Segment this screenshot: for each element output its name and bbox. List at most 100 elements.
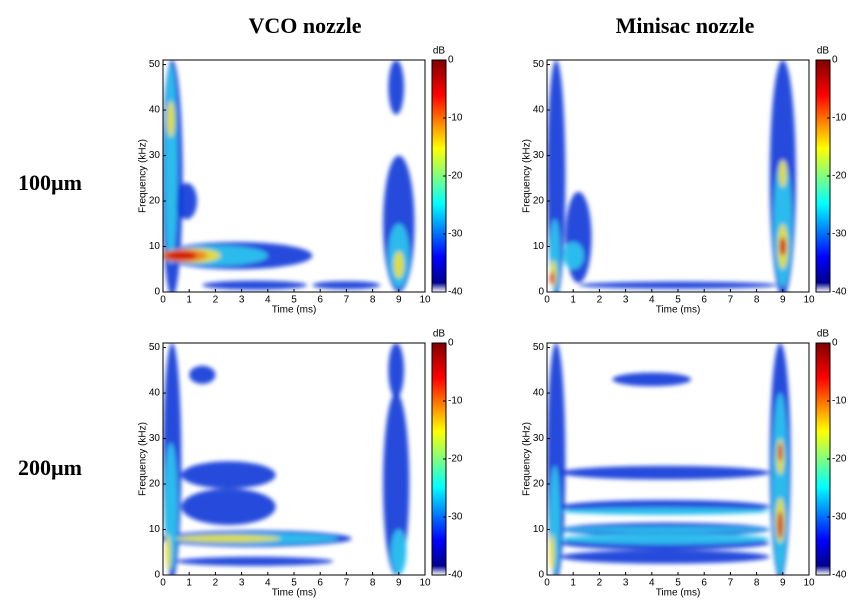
colorbar-tick-label: -30 — [448, 512, 463, 523]
colorbar-tick-label: 0 — [448, 55, 454, 66]
y-axis-label: Frequency (kHz) — [522, 422, 533, 496]
x-tick-label: 1 — [186, 578, 192, 589]
x-tick-label: 0 — [160, 578, 166, 589]
x-tick-label: 4 — [649, 578, 655, 589]
x-tick-label: 9 — [396, 578, 402, 589]
y-tick-label: 50 — [149, 59, 161, 70]
colorbar-tick-label: 0 — [832, 55, 838, 66]
x-axis-label: Time (ms) — [656, 305, 701, 316]
colorbar-tick-label: -40 — [448, 570, 463, 581]
y-tick-label: 30 — [533, 433, 545, 444]
y-tick-label: 0 — [154, 570, 160, 581]
intensity-region — [779, 237, 786, 256]
x-tick-label: 10 — [419, 295, 431, 306]
y-tick-label: 20 — [533, 196, 545, 207]
x-tick-label: 5 — [291, 295, 297, 306]
intensity-region — [565, 191, 592, 283]
intensity-region — [181, 461, 276, 489]
colorbar-tick-label: -10 — [448, 113, 463, 124]
y-tick-label: 10 — [149, 241, 161, 252]
colorbar-tick-label: -30 — [832, 229, 847, 240]
x-tick-label: 9 — [780, 295, 786, 306]
y-axis-label: Frequency (kHz) — [138, 139, 149, 213]
intensity-region — [578, 281, 778, 289]
x-tick-label: 8 — [370, 578, 376, 589]
x-tick-label: 3 — [239, 295, 245, 306]
intensity-region — [560, 526, 770, 533]
y-tick-label: 40 — [149, 388, 161, 399]
x-tick-label: 0 — [544, 295, 550, 306]
x-tick-label: 4 — [265, 578, 271, 589]
row-label: 100µm — [18, 170, 82, 195]
x-tick-label: 2 — [597, 578, 603, 589]
y-tick-label: 20 — [533, 479, 545, 490]
y-tick-label: 20 — [149, 196, 161, 207]
x-tick-label: 8 — [754, 295, 760, 306]
x-tick-label: 3 — [239, 578, 245, 589]
x-tick-label: 5 — [291, 578, 297, 589]
x-tick-label: 1 — [570, 578, 576, 589]
intensity-region — [312, 281, 381, 290]
x-tick-label: 4 — [265, 295, 271, 306]
x-tick-label: 1 — [186, 295, 192, 306]
intensity-region — [166, 100, 175, 138]
colorbar-tick-label: -10 — [832, 113, 847, 124]
y-tick-label: 10 — [533, 524, 545, 535]
x-tick-label: 10 — [803, 295, 815, 306]
colorbar-label: dB — [433, 46, 446, 57]
x-tick-label: 1 — [570, 295, 576, 306]
colorbar-label: dB — [817, 46, 830, 57]
y-tick-label: 30 — [149, 433, 161, 444]
intensity-region — [176, 556, 334, 566]
intensity-region — [189, 365, 216, 384]
intensity-region — [202, 280, 308, 290]
colorbar-tick-label: -20 — [448, 171, 463, 182]
intensity-region — [560, 507, 770, 515]
intensity-region — [165, 251, 198, 261]
y-tick-label: 40 — [149, 105, 161, 116]
x-tick-label: 0 — [160, 295, 166, 306]
x-tick-label: 2 — [213, 295, 219, 306]
x-axis-label: Time (ms) — [272, 588, 317, 599]
x-tick-label: 0 — [544, 578, 550, 589]
x-tick-label: 9 — [780, 578, 786, 589]
x-tick-label: 2 — [213, 578, 219, 589]
colorbar-tick-label: -10 — [448, 396, 463, 407]
y-tick-label: 0 — [154, 287, 160, 298]
y-tick-label: 50 — [149, 342, 161, 353]
intensity-region — [560, 549, 770, 564]
x-tick-label: 6 — [701, 578, 707, 589]
x-tick-label: 8 — [754, 578, 760, 589]
colorbar-tick-label: 0 — [832, 338, 838, 349]
y-tick-label: 50 — [533, 342, 545, 353]
intensity-region — [778, 160, 787, 188]
spectrogram — [547, 343, 791, 575]
y-tick-label: 0 — [538, 287, 544, 298]
intensity-region — [612, 372, 692, 387]
x-tick-label: 7 — [344, 295, 350, 306]
x-tick-label: 7 — [728, 578, 734, 589]
intensity-region — [550, 271, 555, 286]
colorbar-tick-label: 0 — [448, 338, 454, 349]
x-axis-label: Time (ms) — [656, 588, 701, 599]
y-tick-label: 40 — [533, 105, 545, 116]
column-title: Minisac nozzle — [616, 13, 755, 38]
colorbar-tick-label: -20 — [832, 171, 847, 182]
intensity-region — [560, 465, 770, 480]
intensity-region — [560, 533, 770, 545]
intensity-region — [778, 443, 783, 462]
intensity-region — [181, 488, 276, 525]
x-tick-label: 6 — [701, 295, 707, 306]
x-tick-label: 7 — [344, 578, 350, 589]
colorbar-tick-label: -40 — [448, 287, 463, 298]
spectrogram — [547, 60, 796, 292]
x-axis-label: Time (ms) — [272, 305, 317, 316]
colorbar-tick-label: -20 — [448, 454, 463, 465]
x-tick-label: 5 — [675, 578, 681, 589]
colorbar-label: dB — [433, 329, 446, 340]
intensity-region — [562, 241, 584, 270]
intensity-region — [388, 343, 405, 398]
intensity-region — [390, 529, 407, 575]
x-tick-label: 8 — [370, 295, 376, 306]
